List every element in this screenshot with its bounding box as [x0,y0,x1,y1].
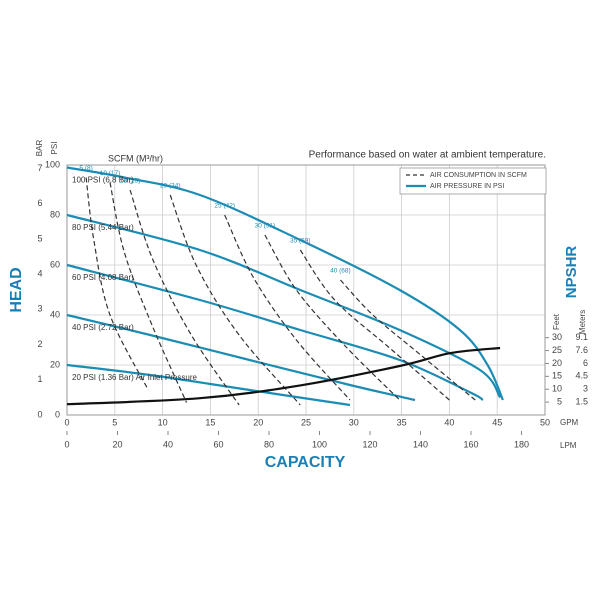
curve-label: 10 (17) [100,170,121,177]
subtitle: SCFM (M³/hr) [108,153,163,163]
air-consumption-curve [299,249,450,401]
y3-tick-label: 3 [37,304,42,314]
y2-tick-label: 30 [552,332,562,342]
air-consumption-curve [169,194,301,406]
y2-axis-label: NPSHR [563,246,580,299]
x2-tick-label: 140 [413,439,428,449]
y2b-unit: Meters [578,310,587,334]
x-tick-label: 5 [112,417,117,427]
curve-label: 100 PSI (6.8 Bar) [72,176,134,185]
y2-tick-label: 15 [552,371,562,381]
y3-tick-label: 7 [37,163,42,173]
y2b-tick-label: 6 [583,358,588,368]
y2b-tick-label: 1.5 [575,396,588,406]
y2-tick-label: 25 [552,345,562,355]
y3-tick-label: 6 [37,198,42,208]
y3-tick-label: 5 [37,233,42,243]
x2-unit: LPM [560,441,577,450]
y-tick-label: 60 [50,259,60,269]
curve-label: 40 (68) [330,268,351,275]
x-tick-label: 45 [492,417,502,427]
air-consumption-curve [109,182,188,403]
y2-unit: Feet [552,313,561,330]
x2-tick-label: 180 [514,439,529,449]
legend-box [399,167,547,195]
y2b-tick-label: 3 [583,384,588,394]
curve-label: 35 (59) [290,238,311,245]
x2-tick-label: 60 [213,439,223,449]
y3-tick-label: 1 [37,374,42,384]
x2-tick-label: 0 [64,439,69,449]
x-tick-label: 15 [205,417,215,427]
x-tick-label: 35 [397,417,407,427]
air-consumption-curve [129,189,240,406]
y-tick-label: 80 [50,209,60,219]
x-tick-label: 30 [349,417,359,427]
x-axis-label: CAPACITY [265,454,346,471]
chart-title: Performance based on water at ambient te… [309,150,546,161]
x2-tick-label: 100 [312,439,327,449]
curve-label: 20 PSI (1.36 Bar) Air Inlet Pressure [72,373,197,382]
x-tick-label: 0 [64,417,69,427]
air-consumption-curve [85,177,149,391]
curve-label: 20 (34) [160,183,181,190]
y3-tick-label: 0 [37,409,42,419]
air-pressure-curve [66,313,416,402]
air-consumption-curve [224,214,351,401]
y3-tick-label: 2 [37,339,42,349]
y-tick-label: 100 [45,159,60,169]
curve-label: 15 (25) [120,178,141,185]
air-pressure-curve [66,166,504,401]
y2b-tick-label: 7.6 [575,345,588,355]
y-tick-label: 20 [50,359,60,369]
y-unit: PSI [50,142,59,155]
legend-label: AIR CONSUMPTION IN SCFM [430,172,527,179]
y-axis-label: HEAD [8,267,25,312]
x-tick-label: 50 [540,417,550,427]
x2-tick-label: 160 [463,439,478,449]
y3-tick-label: 4 [37,269,42,279]
curve-label: 60 PSI (4.08 Bar) [72,273,134,282]
y2-tick-label: 10 [552,384,562,394]
air-pressure-curve [66,213,502,399]
legend-label: AIR PRESSURE IN PSI [430,183,504,190]
y3-unit: BAR [35,140,44,157]
x2-tick-label: 120 [362,439,377,449]
curve-label: 40 PSI (2.72 Bar) [72,323,134,332]
npshr-curve [66,346,501,406]
x-tick-label: 40 [444,417,454,427]
x2-tick-label: 80 [264,439,274,449]
y-tick-label: 40 [50,309,60,319]
air-pressure-curve [66,363,351,407]
curve-label: 5 (8) [79,165,92,172]
x-tick-label: 25 [301,417,311,427]
x-tick-label: 20 [253,417,263,427]
x2-tick-label: 20 [112,439,122,449]
y2-tick-label: 5 [557,396,562,406]
air-consumption-curve [339,279,476,401]
x-tick-label: 10 [158,417,168,427]
curve-label: 80 PSI (5.44 Bar) [72,223,134,232]
curve-label: 30 (51) [255,223,276,230]
curve-label: 25 (42) [214,203,235,210]
x2-tick-label: 40 [163,439,173,449]
x-unit: GPM [560,418,579,427]
plot-frame [66,164,546,416]
y2b-tick-label: 4.5 [575,371,588,381]
y2b-tick-label: 9.1 [575,332,588,342]
y2-tick-label: 20 [552,358,562,368]
y-tick-label: 0 [55,409,60,419]
